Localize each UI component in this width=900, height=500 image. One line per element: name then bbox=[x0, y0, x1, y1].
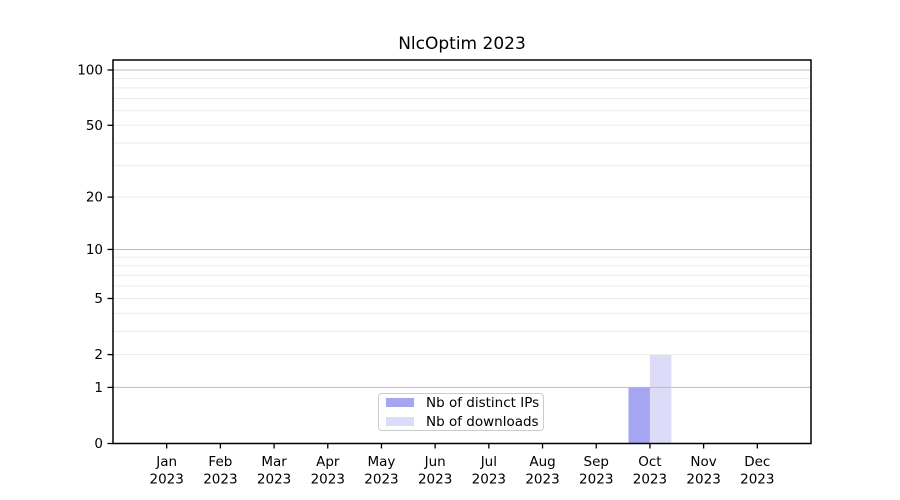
y-tick-label: 1 bbox=[94, 380, 103, 396]
x-tick-label-month: Apr bbox=[316, 454, 340, 470]
y-tick-label: 5 bbox=[94, 291, 103, 307]
x-tick-label-year: 2023 bbox=[472, 472, 506, 488]
x-tick-label-year: 2023 bbox=[740, 472, 774, 488]
x-tick-label-month: Sep bbox=[584, 454, 609, 470]
x-tick-label-year: 2023 bbox=[633, 472, 667, 488]
x-tick-label-month: Jan bbox=[155, 454, 177, 470]
x-tick-label-month: Oct bbox=[638, 454, 661, 470]
x-tick-label-year: 2023 bbox=[686, 472, 720, 488]
y-tick-label: 20 bbox=[86, 190, 103, 206]
x-tick-label-month: Nov bbox=[690, 454, 716, 470]
y-tick-label: 10 bbox=[86, 242, 103, 258]
bar-downloads bbox=[649, 354, 672, 444]
legend-item-downloads: Nb of downloads bbox=[386, 414, 543, 430]
x-tick-label-year: 2023 bbox=[257, 472, 291, 488]
x-tick-label-year: 2023 bbox=[579, 472, 613, 488]
x-tick-label-month: Mar bbox=[261, 454, 287, 470]
legend-label: Nb of distinct IPs bbox=[426, 394, 540, 411]
legend-label: Nb of downloads bbox=[426, 413, 539, 430]
y-tick-label: 2 bbox=[94, 347, 103, 363]
y-tick-label: 50 bbox=[86, 118, 103, 134]
legend-item-distinct-ips: Nb of distinct IPs bbox=[386, 395, 543, 411]
x-tick-label-year: 2023 bbox=[150, 472, 184, 488]
x-tick-label-year: 2023 bbox=[203, 472, 237, 488]
chart-title: NlcOptim 2023 bbox=[398, 34, 526, 54]
x-tick-label-month: Aug bbox=[529, 454, 555, 470]
x-tick-label-month: Jun bbox=[424, 454, 446, 470]
x-tick-label-year: 2023 bbox=[364, 472, 398, 488]
plot-frame bbox=[112, 59, 812, 445]
legend-swatch-downloads bbox=[386, 417, 414, 426]
x-tick-label-year: 2023 bbox=[311, 472, 345, 488]
x-tick-label-year: 2023 bbox=[525, 472, 559, 488]
x-tick-label-month: May bbox=[368, 454, 396, 470]
x-tick-label-month: Jul bbox=[480, 454, 497, 470]
x-tick-label-year: 2023 bbox=[418, 472, 452, 488]
x-tick-label-month: Dec bbox=[744, 454, 770, 470]
legend-box: Nb of distinct IPs Nb of downloads bbox=[378, 393, 544, 431]
y-tick-label: 100 bbox=[77, 63, 103, 79]
x-tick-label-month: Feb bbox=[208, 454, 232, 470]
bar-distinct-ips bbox=[628, 387, 650, 444]
y-tick-label: 0 bbox=[94, 436, 103, 452]
legend-swatch-distinct-ips bbox=[386, 398, 414, 407]
